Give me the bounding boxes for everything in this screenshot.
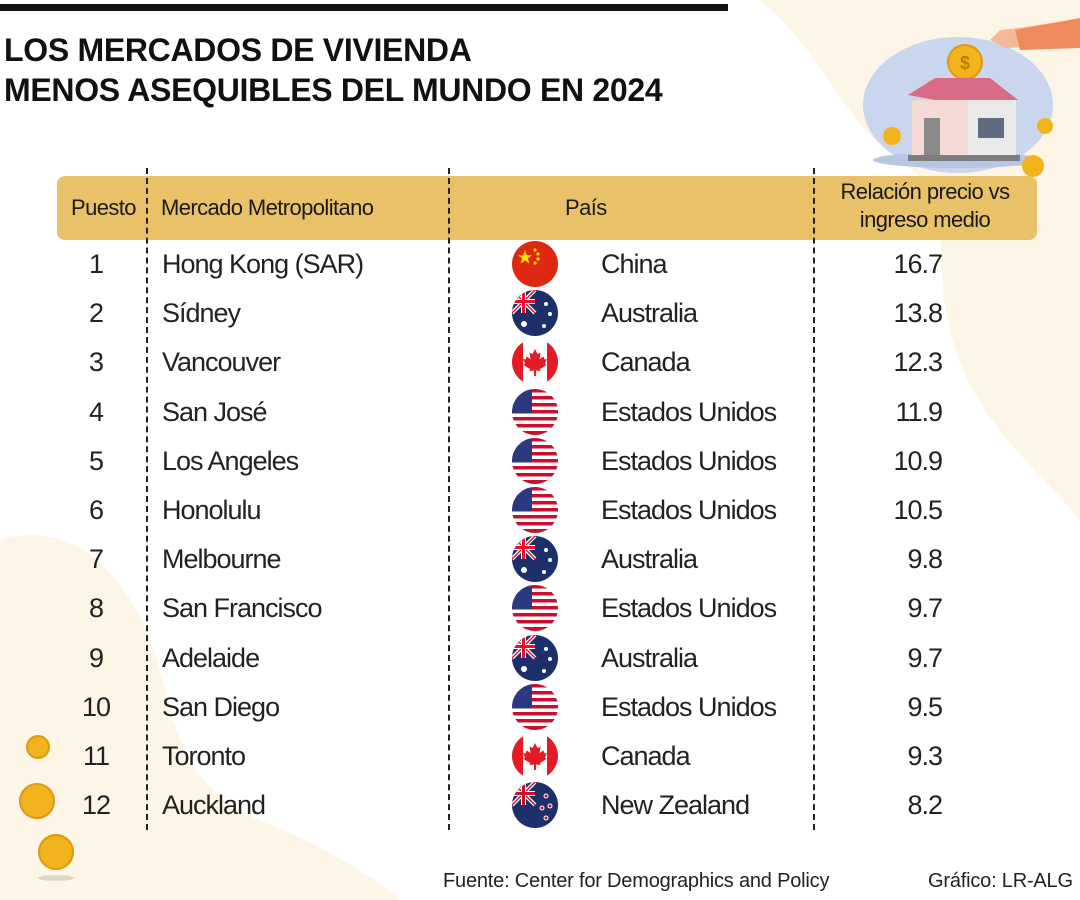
country-cell: Australia <box>601 544 698 575</box>
graphic-credit: Gráfico: LR-ALG <box>928 870 1073 892</box>
rank-cell: 10 <box>81 691 111 722</box>
rank-cell: 9 <box>88 642 104 673</box>
country-cell: Estados Unidos <box>601 396 777 427</box>
market-cell: San Francisco <box>162 593 323 624</box>
table-row: 9 Adelaide Australia 9.7 <box>0 634 1080 683</box>
table-row: 11 Toronto Canada 9.3 <box>0 732 1080 781</box>
new-zealand-flag-icon <box>512 782 558 829</box>
ratio-value: 13.8 <box>893 298 943 329</box>
canada-flag-icon <box>512 733 558 779</box>
ratio-value: 9.3 <box>907 741 943 771</box>
market-cell: Melbourne <box>162 544 282 575</box>
market-cell: San Diego <box>162 691 280 722</box>
usa-flag-icon <box>512 388 558 435</box>
country-cell: Canada <box>601 741 691 771</box>
country-cell: Australia <box>601 642 698 673</box>
column-divider <box>813 168 815 830</box>
country-cell: Estados Unidos <box>601 691 777 722</box>
svg-text:$: $ <box>960 53 970 73</box>
hand-coin-house-icon: $ <box>863 18 1080 177</box>
country-cell: China <box>601 249 668 279</box>
title-line-1: LOS MERCADOS DE VIVIENDA <box>4 32 472 68</box>
chart-title: LOS MERCADOS DE VIVIENDA MENOS ASEQUIBLE… <box>4 30 744 110</box>
market-cell: Auckland <box>162 790 266 821</box>
table-header: Puesto Mercado Metropolitano País Relaci… <box>57 176 1037 240</box>
market-cell: Los Angeles <box>162 445 299 476</box>
header-country: País <box>565 195 607 220</box>
ratio-value: 10.9 <box>893 445 943 476</box>
market-cell: Honolulu <box>162 495 262 525</box>
australia-flag-icon <box>512 536 558 583</box>
country-cell: Estados Unidos <box>601 495 777 525</box>
ratio-value: 9.7 <box>907 593 943 624</box>
usa-flag-icon <box>512 683 558 730</box>
australia-flag-icon <box>512 634 558 681</box>
usa-flag-icon <box>512 487 558 533</box>
table-row: 7 Melbourne Australia 9.8 <box>0 535 1080 584</box>
rank-cell: 11 <box>82 741 110 771</box>
table-row: 12 Auckland New Zealand 8.2 <box>0 781 1080 830</box>
ratio-value: 8.2 <box>907 790 943 821</box>
table-row: 1 Hong Kong (SAR) China 16.7 <box>0 240 1080 289</box>
market-cell: Vancouver <box>162 347 281 378</box>
usa-flag-icon <box>512 437 558 484</box>
rank-cell: 5 <box>88 445 104 476</box>
rank-cell: 3 <box>88 347 104 378</box>
table-row: 4 San José Estados Unidos 11.9 <box>0 388 1080 437</box>
country-cell: Australia <box>601 298 698 329</box>
title-line-2: MENOS ASEQUIBLES DEL MUNDO EN 2024 <box>4 72 663 108</box>
header-ratio: Relación precio vs ingreso medio <box>840 179 1011 232</box>
market-cell: Sídney <box>162 298 241 329</box>
ratio-value: 9.7 <box>907 642 943 673</box>
rank-cell: 6 <box>88 495 104 525</box>
canada-flag-icon <box>512 339 558 386</box>
rank-cell: 1 <box>88 249 104 279</box>
market-cell: San José <box>162 396 268 427</box>
table-row: 3 Vancouver Canada 12.3 <box>0 338 1080 387</box>
ratio-value: 12.3 <box>893 347 943 378</box>
australia-flag-icon <box>512 290 558 337</box>
country-cell: Estados Unidos <box>601 445 777 476</box>
country-cell: Estados Unidos <box>601 593 777 624</box>
ratio-value: 16.7 <box>893 249 943 279</box>
column-divider <box>146 168 148 830</box>
rank-cell: 7 <box>88 544 104 575</box>
market-cell: Adelaide <box>162 642 260 673</box>
table-row: 10 San Diego Estados Unidos 9.5 <box>0 683 1080 732</box>
country-cell: New Zealand <box>601 790 750 821</box>
ratio-value: 11.9 <box>895 396 943 427</box>
table-row: 5 Los Angeles Estados Unidos 10.9 <box>0 437 1080 486</box>
table-row: 6 Honolulu Estados Unidos 10.5 <box>0 486 1080 535</box>
china-flag-icon <box>512 241 558 287</box>
rank-cell: 12 <box>81 790 111 821</box>
title-rule <box>0 4 728 11</box>
header-rank: Puesto <box>71 195 137 220</box>
country-cell: Canada <box>601 347 691 378</box>
rank-cell: 4 <box>88 396 104 427</box>
column-divider <box>448 168 450 830</box>
ratio-value: 10.5 <box>893 495 943 525</box>
table-row: 8 San Francisco Estados Unidos 9.7 <box>0 584 1080 633</box>
coin-stack-icon <box>19 735 74 881</box>
source-note: Fuente: Center for Demographics and Poli… <box>443 870 830 892</box>
rank-cell: 8 <box>88 593 104 624</box>
ratio-value: 9.8 <box>907 544 943 575</box>
ratio-value: 9.5 <box>907 691 943 722</box>
header-market: Mercado Metropolitano <box>161 195 374 220</box>
market-cell: Toronto <box>162 741 246 771</box>
table-row: 2 Sídney Australia 13.8 <box>0 289 1080 338</box>
rank-cell: 2 <box>88 298 104 329</box>
market-cell: Hong Kong (SAR) <box>162 249 364 279</box>
usa-flag-icon <box>512 585 558 632</box>
